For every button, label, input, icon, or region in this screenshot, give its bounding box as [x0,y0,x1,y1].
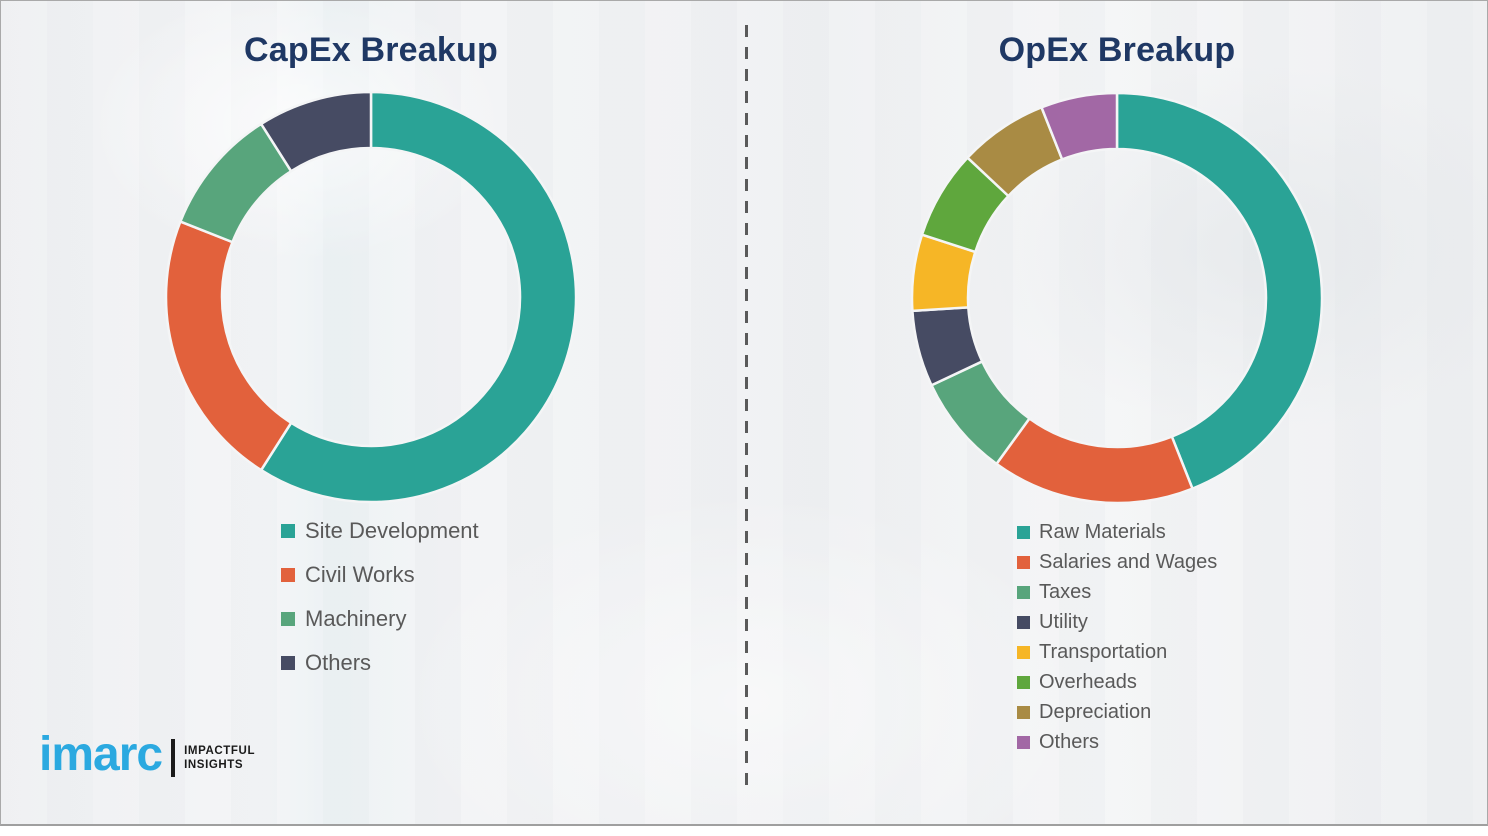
legend-label-others: Others [1039,730,1100,753]
imarc-logo-tagline: IMPACTFUL INSIGHTS [184,744,255,773]
legend-item-depreciation: Depreciation [1017,697,1217,727]
capex-legend: Site Development Civil Works Machinery Othe… [281,509,479,685]
legend-item-transportation: Transportation [1017,637,1217,667]
legend-swatch-machinery [281,612,295,626]
imarc-tagline-line2: INSIGHTS [184,759,244,771]
capex-chart-title: CapEx Breakup [244,31,498,69]
imarc-logo-divider-bar [171,739,176,777]
legend-item-raw-materials: Raw Materials [1017,517,1217,547]
legend-item-taxes: Taxes [1017,577,1217,607]
legend-label-raw-materials: Raw Materials [1039,520,1166,543]
legend-item-others: Others [281,641,479,685]
donut-slice-site-development [259,90,578,504]
legend-label-depreciation: Depreciation [1039,700,1152,723]
legend-swatch-taxes [1017,585,1030,599]
opex-legend: Raw Materials Salaries and Wages Taxes Util… [1017,517,1217,757]
legend-item-utility: Utility [1017,607,1217,637]
legend-label-machinery: Machinery [305,606,407,631]
legend-item-site-development: Site Development [281,509,479,553]
donut-slice-civil-works [164,220,293,472]
legend-swatch-civil-works [281,568,295,582]
legend-swatch-others [281,656,295,670]
imarc-logo: imarc IMPACTFUL INSIGHTS [39,731,255,779]
legend-swatch-transportation [1017,645,1030,659]
legend-label-salaries-and-wages: Salaries and Wages [1039,550,1218,573]
donut-slice-salaries-and-wages [995,417,1194,505]
section-divider-dashed-line [745,25,748,793]
imarc-logo-text: imarc [39,728,163,781]
donut-slice-raw-materials [1115,91,1324,490]
legend-label-taxes: Taxes [1039,580,1092,603]
legend-item-machinery: Machinery [281,597,479,641]
opex-chart-title: OpEx Breakup [998,31,1236,69]
legend-swatch-others [1017,735,1030,749]
legend-label-transportation: Transportation [1039,640,1168,663]
legend-label-overheads: Overheads [1039,670,1137,693]
legend-label-utility: Utility [1039,610,1088,633]
legend-swatch-salaries-and-wages [1017,555,1030,569]
legend-item-others: Others [1017,727,1217,757]
legend-swatch-raw-materials [1017,525,1030,539]
donut-slice-others [1040,91,1119,161]
legend-swatch-utility [1017,615,1030,629]
legend-label-others: Others [305,650,372,675]
imarc-tagline-line1: IMPACTFUL [184,744,256,757]
opex-donut-chart [910,91,1324,505]
capex-donut-chart [164,90,578,504]
legend-item-salaries-and-wages: Salaries and Wages [1017,547,1217,577]
legend-item-overheads: Overheads [1017,667,1217,697]
legend-swatch-overheads [1017,675,1030,689]
donut-slice-others [259,90,373,173]
legend-label-site-development: Site Development [305,518,479,543]
legend-swatch-depreciation [1017,705,1030,719]
legend-item-civil-works: Civil Works [281,553,479,597]
legend-label-civil-works: Civil Works [305,562,415,587]
legend-swatch-site-development [281,524,295,538]
